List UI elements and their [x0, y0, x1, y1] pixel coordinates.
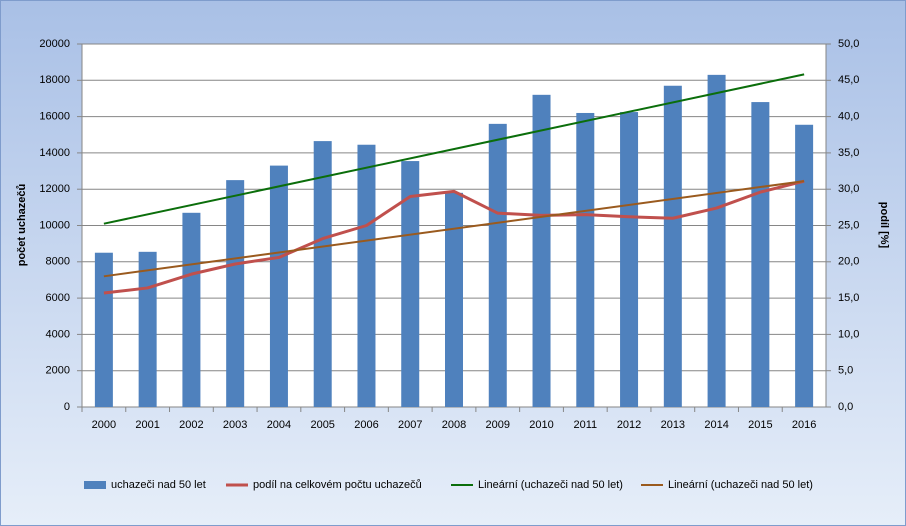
x-tick-label: 2003 [223, 419, 247, 431]
x-tick-label: 2000 [92, 419, 116, 431]
legend-label: Lineární (uchazeči nad 50 let) [478, 479, 623, 491]
bar [795, 124, 814, 407]
y-tick-label: 8000 [46, 256, 70, 268]
x-tick-label: 2011 [573, 419, 597, 431]
x-tick-label: 2001 [135, 419, 159, 431]
bar [576, 112, 595, 407]
x-tick-label: 2014 [704, 419, 728, 431]
y2-tick-label: 20,0 [838, 256, 859, 268]
legend-label: podíl na celkovém počtu uchazečů [253, 479, 422, 491]
y2-tick-label: 10,0 [838, 328, 859, 340]
y-tick-label: 18000 [39, 74, 70, 86]
y2-tick-label: 0,0 [838, 401, 853, 413]
x-tick-label: 2004 [267, 419, 291, 431]
x-tick-label: 2006 [354, 419, 378, 431]
bar [445, 192, 463, 407]
y2-tick-label: 35,0 [838, 147, 859, 159]
bar [226, 180, 245, 407]
y2-tick-label: 30,0 [838, 183, 859, 195]
y2-tick-label: 15,0 [838, 292, 859, 304]
x-tick-label: 2010 [529, 419, 553, 431]
legend-swatch [84, 481, 106, 489]
bar [401, 161, 420, 407]
trendline [103, 73, 805, 225]
x-tick-label: 2008 [442, 419, 466, 431]
bar [357, 144, 376, 408]
x-tick-label: 2016 [792, 419, 816, 431]
y2-tick-label: 5,0 [838, 365, 853, 377]
y-tick-label: 4000 [46, 328, 70, 340]
bar [663, 85, 682, 408]
trendline [103, 180, 805, 278]
y2-axis-label: podíl [%] [878, 202, 890, 249]
bar [707, 74, 726, 407]
bar [313, 141, 332, 408]
y-tick-label: 6000 [46, 292, 70, 304]
y-tick-label: 10000 [39, 219, 70, 231]
y2-tick-label: 50,0 [838, 38, 859, 50]
y-axis-label: počet uchazečů [16, 184, 28, 267]
legend-label: uchazeči nad 50 let [111, 479, 206, 491]
y-tick-label: 16000 [39, 111, 70, 123]
x-tick-label: 2013 [661, 419, 685, 431]
x-tick-label: 2005 [310, 419, 334, 431]
x-tick-label: 2012 [617, 419, 641, 431]
x-tick-label: 2009 [486, 419, 510, 431]
bar [620, 112, 639, 407]
legend-label: Lineární (uchazeči nad 50 let) [668, 479, 813, 491]
y-tick-label: 14000 [39, 147, 70, 159]
bar [751, 102, 770, 407]
y-tick-label: 12000 [39, 183, 70, 195]
y2-tick-label: 45,0 [838, 74, 859, 86]
y2-tick-label: 25,0 [838, 219, 859, 231]
y-tick-label: 0 [64, 401, 70, 413]
bar [182, 212, 201, 407]
y2-tick-label: 40,0 [838, 111, 859, 123]
bar [532, 94, 551, 407]
y-tick-label: 2000 [46, 365, 70, 377]
y-tick-label: 20000 [39, 38, 70, 50]
bar [138, 251, 157, 407]
x-tick-label: 2002 [179, 419, 203, 431]
bar [488, 123, 507, 408]
line [103, 179, 805, 295]
x-tick-label: 2015 [748, 419, 772, 431]
x-tick-label: 2007 [398, 419, 422, 431]
bar [269, 165, 288, 407]
